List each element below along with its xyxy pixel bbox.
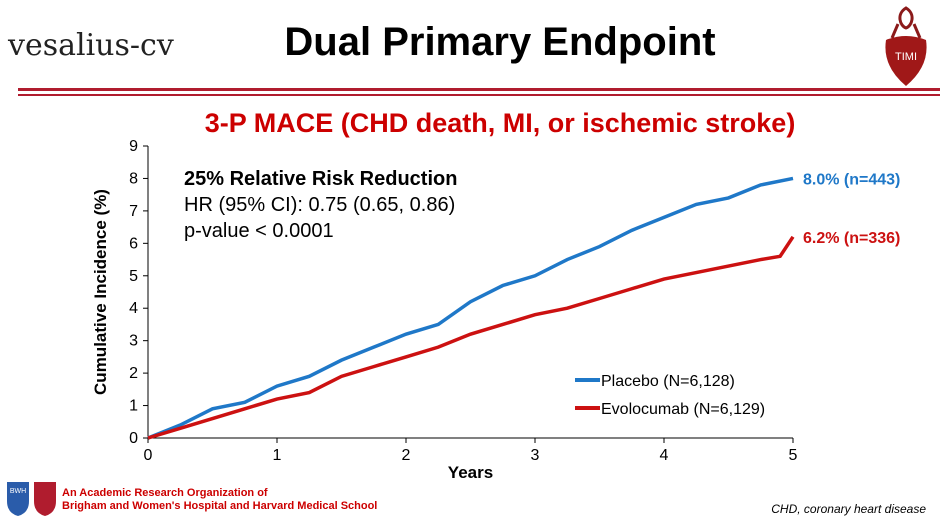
end-label: 6.2% (n=336) [803, 230, 900, 247]
x-tick-label: 3 [531, 447, 540, 464]
series-line-placebo [147, 176, 794, 440]
org-line-1: An Academic Research Organization of [62, 487, 268, 499]
footnote: CHD, coronary heart disease [771, 502, 926, 516]
stats-box: 25% Relative Risk Reduction HR (95% CI):… [184, 166, 457, 244]
end-label: 8.0% (n=443) [803, 171, 900, 188]
legend-label: Evolocumab (N=6,129) [601, 401, 765, 418]
pvalue-text: p-value < 0.0001 [184, 220, 334, 242]
y-tick-label: 2 [129, 365, 138, 382]
timi-logo: TIMI [885, 6, 927, 86]
rrr-text: 25% Relative Risk Reduction [184, 168, 458, 190]
legend-label: Placebo (N=6,128) [601, 373, 735, 390]
divider [18, 94, 940, 96]
series-line-evolocumab [147, 235, 795, 440]
org-text: An Academic Research Organization of Bri… [62, 487, 377, 513]
x-tick-label: 5 [789, 447, 798, 464]
x-tick-label: 0 [144, 447, 153, 464]
svg-text:TIMI: TIMI [895, 51, 917, 63]
slide-title: Dual Primary Endpoint [284, 20, 716, 64]
org-line-2: Brigham and Women's Hospital and Harvard… [62, 500, 378, 512]
y-tick-label: 8 [129, 170, 138, 187]
x-axis-label: Years [448, 463, 493, 482]
y-tick-label: 1 [129, 398, 138, 415]
x-tick-label: 1 [273, 447, 282, 464]
bwh-hms-shields: BWH [7, 482, 56, 516]
y-tick-label: 3 [129, 333, 138, 350]
divider [18, 88, 940, 91]
chart-subtitle: 3-P MACE (CHD death, MI, or ischemic str… [204, 108, 796, 138]
y-tick-label: 9 [129, 138, 138, 155]
svg-text:BWH: BWH [10, 488, 26, 495]
x-tick-label: 2 [402, 447, 411, 464]
y-axis-label: Cumulative Incidence (%) [91, 189, 110, 395]
y-tick-label: 0 [129, 430, 138, 447]
y-tick-label: 7 [129, 203, 138, 220]
y-tick-label: 4 [129, 300, 138, 317]
y-tick-label: 6 [129, 235, 138, 252]
hr-text: HR (95% CI): 0.75 (0.65, 0.86) [184, 194, 456, 216]
x-tick-label: 4 [660, 447, 669, 464]
y-tick-label: 5 [129, 268, 138, 285]
vesalius-logo: vesalius-cv [8, 28, 174, 63]
